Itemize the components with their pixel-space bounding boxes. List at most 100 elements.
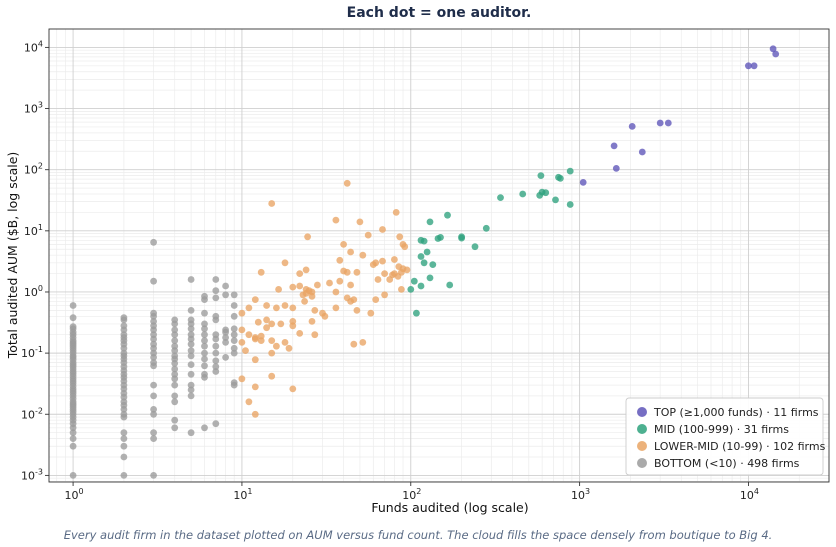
data-point-lower-mid [285, 344, 293, 352]
data-point-mid [420, 237, 428, 245]
data-point-lower-mid [392, 209, 400, 216]
major-gridlines [49, 29, 829, 482]
data-point-mid [552, 196, 559, 204]
data-point-lower-mid [268, 349, 276, 357]
data-point-bottom [69, 429, 77, 437]
data-point-bottom [230, 344, 238, 352]
x-axis-label: Funds audited (log scale) [371, 500, 528, 515]
data-point-bottom [171, 320, 179, 328]
data-point-lower-mid [403, 266, 411, 274]
data-point-bottom [150, 312, 158, 320]
data-point-bottom [150, 326, 158, 334]
data-point-lower-mid [296, 330, 304, 337]
data-point-bottom [150, 362, 158, 370]
data-point-bottom [69, 472, 77, 479]
chart-subtitle: Every audit firm in the dataset plotted … [64, 528, 773, 542]
data-point-bottom [201, 296, 208, 303]
data-point-mid [537, 172, 545, 180]
data-point-lower-mid [254, 318, 262, 326]
data-point-lower-mid [343, 268, 351, 276]
data-point-bottom [187, 276, 195, 283]
data-point-bottom [69, 314, 77, 322]
data-point-lower-mid [321, 312, 329, 320]
data-point-top [610, 142, 618, 150]
data-point-bottom [201, 424, 208, 432]
data-point-lower-mid [332, 288, 340, 296]
data-point-bottom [69, 424, 77, 432]
data-point-bottom [150, 335, 158, 343]
data-point-lower-mid [347, 298, 354, 305]
data-point-mid [413, 309, 420, 317]
data-point-lower-mid [308, 318, 316, 325]
data-point-top [772, 50, 780, 58]
data-point-mid [471, 243, 479, 251]
data-point-lower-mid [245, 331, 253, 339]
data-point-bottom [230, 302, 238, 309]
data-point-lower-mid [245, 398, 253, 406]
data-point-bottom [230, 349, 238, 357]
data-point-lower-mid [257, 268, 265, 276]
data-point-bottom [187, 381, 195, 389]
data-point-bottom [187, 307, 195, 314]
data-point-bottom [212, 287, 220, 295]
data-point-bottom [150, 354, 158, 361]
plot-area [48, 28, 830, 483]
data-point-bottom [201, 325, 208, 333]
data-point-bottom [69, 435, 77, 442]
legend-label: BOTTOM (<10) · 498 firms [654, 457, 800, 470]
data-point-lower-mid [308, 292, 316, 300]
data-point-lower-mid [281, 302, 289, 309]
data-point-lower-mid [238, 339, 246, 346]
data-point-bottom [201, 342, 208, 350]
data-point-bottom [187, 335, 195, 343]
legend-swatch [637, 424, 647, 434]
data-point-lower-mid [347, 281, 354, 289]
data-point-bottom [187, 352, 195, 360]
data-point-lower-mid [251, 410, 259, 418]
data-point-lower-mid [332, 304, 340, 312]
data-point-bottom [230, 337, 238, 344]
data-point-bottom [212, 349, 220, 357]
data-point-mid [407, 286, 415, 293]
data-point-bottom [222, 282, 230, 290]
data-point-lower-mid [257, 332, 265, 340]
data-point-bottom [222, 334, 230, 341]
data-point-bottom [201, 362, 208, 370]
legend-label: MID (100-999) · 31 firms [654, 423, 789, 436]
y-tick-label: 104 [24, 39, 43, 54]
data-point-lower-mid [336, 256, 344, 264]
y-tick-label: 102 [24, 162, 43, 177]
data-point-bottom [150, 406, 158, 413]
data-point-mid [519, 190, 527, 198]
data-point-lower-mid [391, 256, 398, 263]
data-point-mid [426, 274, 434, 282]
data-point-lower-mid [359, 339, 367, 346]
data-point-top [664, 119, 672, 127]
data-point-bottom [150, 277, 158, 285]
data-point-lower-mid [367, 309, 375, 317]
data-point-bottom [212, 368, 220, 375]
data-point-lower-mid [289, 322, 297, 330]
data-point-mid [497, 194, 504, 202]
legend-box [625, 397, 824, 476]
data-point-lower-mid [359, 251, 367, 259]
data-point-bottom [150, 238, 158, 246]
data-point-bottom [120, 442, 128, 450]
data-point-bottom [230, 331, 238, 339]
data-point-bottom [120, 413, 128, 421]
y-tick-label: 10-3 [21, 467, 43, 482]
data-point-bottom [212, 363, 220, 371]
data-point-bottom [187, 429, 195, 437]
data-point-lower-mid [289, 283, 297, 291]
data-point-lower-mid [277, 320, 285, 328]
data-point-bottom [230, 325, 238, 333]
data-point-lower-mid [301, 298, 308, 305]
data-point-bottom [201, 320, 208, 328]
data-point-bottom [171, 416, 179, 424]
data-point-bottom [150, 435, 158, 442]
data-point-lower-mid [343, 179, 351, 187]
data-point-bottom [201, 349, 208, 357]
legend: TOP (≥1,000 funds) · 11 firms MID (100-99… [625, 397, 826, 476]
data-point-lower-mid [289, 385, 297, 393]
